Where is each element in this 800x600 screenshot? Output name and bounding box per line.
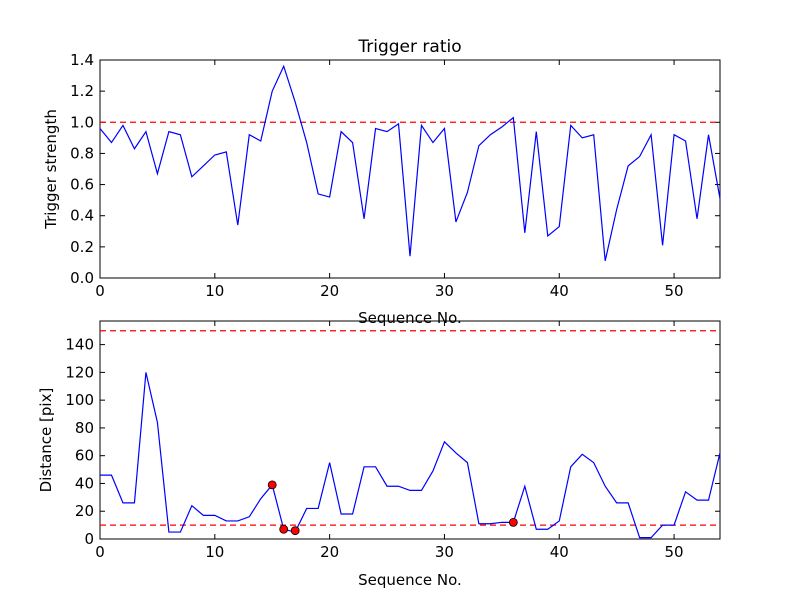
series-line [100,372,721,539]
series-line [99,64,721,262]
trigger-ratio-chart: Trigger ratio Sequence No. Trigger stren… [42,37,721,327]
y-tick-label: 1.2 [70,82,94,100]
y-tick-label: 0.8 [70,144,94,162]
x-tick-label: 20 [320,543,339,561]
y-tick-label: 120 [65,363,94,381]
flagged-point [267,480,277,490]
distance-chart: Sequence No. Distance [pix] 0 10 20 30 40 50 0… [37,320,721,589]
y-tick-label: 0 [84,530,94,548]
chart-title: Trigger ratio [357,37,461,57]
y-axis-label: Trigger strength [42,109,60,230]
x-tick-label: 50 [665,282,684,300]
y-tick-label: 80 [75,419,94,437]
plot-frame [99,59,721,279]
x-tick-label: 50 [665,543,684,561]
y-tick-label: 0.6 [70,176,94,194]
flagged-point [279,524,289,534]
plot-frame [99,320,721,540]
x-axis-label: Sequence No. [358,309,462,327]
flagged-point [508,517,518,527]
x-tick-label: 0 [95,543,105,561]
flagged-point [290,526,300,536]
y-tick-label: 60 [75,447,94,465]
y-tick-label: 20 [75,502,94,520]
y-tick-label: 0.2 [70,238,94,256]
x-tick-label: 20 [320,282,339,300]
y-tick-label: 100 [65,391,94,409]
x-tick-label: 10 [205,282,224,300]
x-tick-label: 10 [205,543,224,561]
y-tick-label: 0.0 [70,269,94,287]
x-tick-label: 30 [435,282,454,300]
y-tick-label: 1.4 [70,51,94,69]
x-tick-label: 40 [550,543,569,561]
y-tick-label: 0.4 [70,207,94,225]
y-tick-label: 40 [75,474,94,492]
y-axis-label: Distance [pix] [37,388,55,493]
x-tick-label: 30 [435,543,454,561]
x-tick-label: 0 [95,282,105,300]
y-tick-label: 140 [65,336,94,354]
x-tick-label: 40 [550,282,569,300]
x-axis-label: Sequence No. [358,571,462,589]
y-tick-label: 1.0 [70,113,94,131]
